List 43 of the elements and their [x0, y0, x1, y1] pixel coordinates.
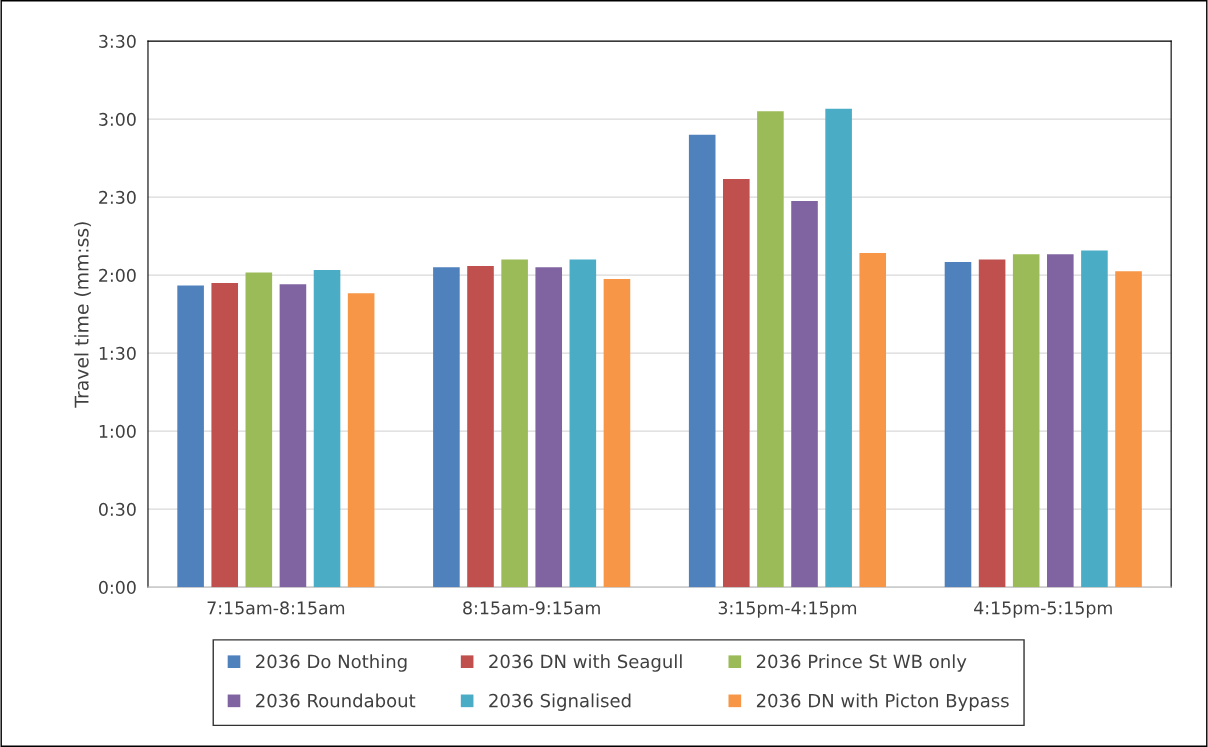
- y-tick-label: 2:30: [99, 190, 136, 204]
- bar: [347, 293, 375, 588]
- bar: [791, 201, 818, 588]
- y-tick-label: 0:00: [99, 580, 136, 594]
- bar: [978, 259, 1006, 588]
- y-tick-label: 3:30: [99, 34, 136, 48]
- bar: [279, 284, 307, 588]
- legend-label: 2036 Prince St WB only: [756, 654, 967, 672]
- y-tick-label: 3:00: [99, 112, 136, 126]
- bar: [433, 267, 460, 588]
- bar: [723, 178, 750, 588]
- y-tick-label: 0:30: [99, 502, 136, 516]
- x-tick-label: 8:15am-9:15am: [463, 601, 600, 615]
- y-tick-label: 1:00: [99, 424, 136, 438]
- y-tick-label: 2:00: [99, 268, 136, 282]
- bar: [1012, 254, 1040, 588]
- bar: [944, 262, 972, 588]
- bar: [825, 108, 852, 588]
- bar: [688, 134, 716, 588]
- x-tick-label: 7:15am-8:15am: [207, 601, 345, 615]
- legend-label: 2036 Roundabout: [256, 693, 416, 708]
- bar: [211, 282, 239, 588]
- y-tick-label: 1:30: [99, 346, 136, 360]
- y-axis-title: Travel time (mm:ss): [74, 222, 91, 408]
- bar: [1115, 271, 1142, 588]
- bar: [467, 266, 494, 588]
- bar: [859, 253, 887, 588]
- x-tick-label: 4:15pm-5:15pm: [974, 601, 1112, 618]
- bar: [245, 272, 273, 588]
- legend-label: 2036 Do Nothing: [256, 654, 407, 672]
- bar: [313, 269, 341, 588]
- bar: [1047, 254, 1074, 588]
- bar: [177, 285, 204, 588]
- bar: [569, 259, 597, 588]
- x-tick-label: 3:15pm-4:15pm: [718, 601, 857, 618]
- bar: [501, 259, 528, 588]
- legend-label: 2036 DN with Picton Bypass: [756, 693, 1009, 711]
- bar: [1081, 250, 1108, 588]
- bar: [535, 267, 563, 588]
- legend-label: 2036 Signalised: [489, 693, 631, 711]
- legend-label: 2036 DN with Seagull: [489, 654, 682, 672]
- bar: [757, 111, 784, 588]
- bar: [603, 279, 631, 588]
